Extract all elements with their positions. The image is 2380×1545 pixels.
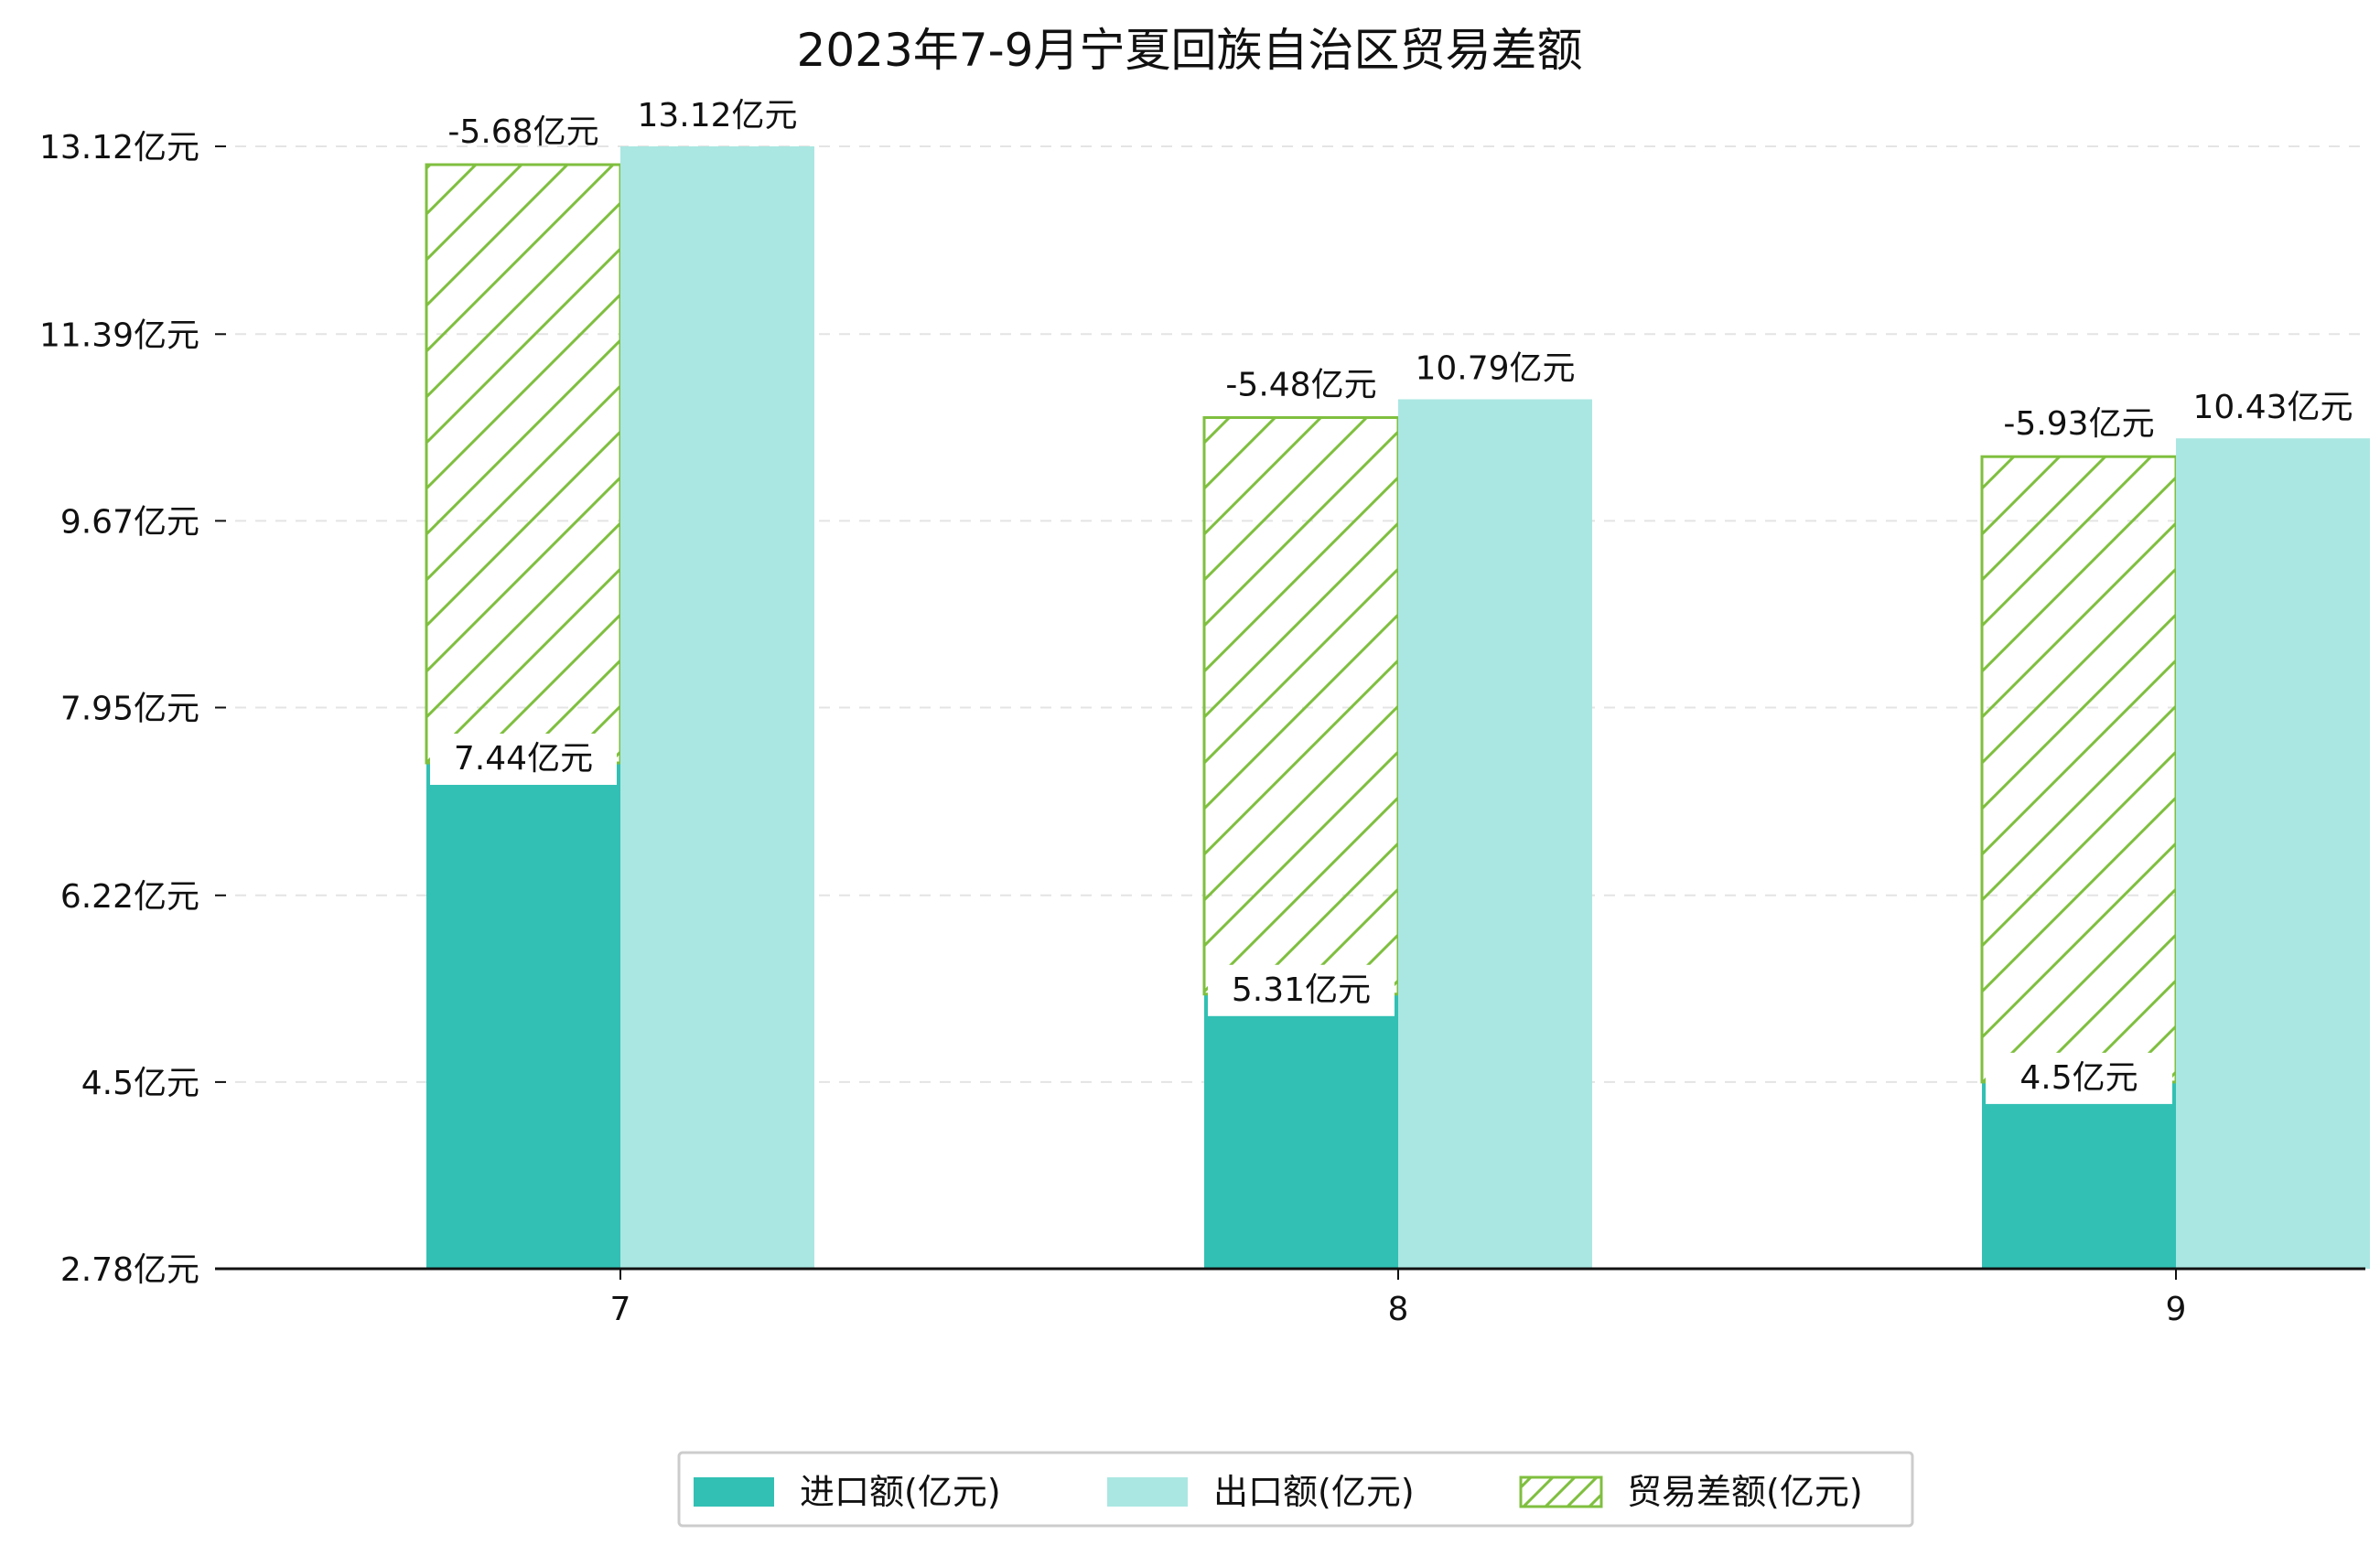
legend-label-balance: 贸易差额(亿元) — [1627, 1472, 1863, 1512]
import-value-label: 5.31亿元 — [1232, 971, 1371, 1009]
y-tick-label: 2.78亿元 — [60, 1251, 199, 1289]
export-bar — [620, 146, 814, 1269]
balance-value-label: -5.48亿元 — [1225, 366, 1376, 403]
legend-label-import: 进口额(亿元) — [800, 1472, 1001, 1512]
chart-title: 2023年7-9月宁夏回族自治区贸易差额 — [797, 24, 1583, 77]
legend-swatch-export — [1107, 1477, 1188, 1507]
x-tick-label: 8 — [1388, 1291, 1409, 1328]
y-tick-label: 4.5亿元 — [81, 1065, 199, 1102]
import-bar — [426, 763, 620, 1269]
y-tick-label: 11.39亿元 — [39, 317, 199, 354]
import-label-bg — [1208, 964, 1395, 1016]
x-tick-label: 9 — [2166, 1291, 2187, 1328]
legend: 进口额(亿元) 出口额(亿元) 贸易差额(亿元) — [677, 1451, 1914, 1528]
import-label-bg — [1986, 1052, 2172, 1104]
import-label-bg — [430, 734, 617, 786]
bars — [425, 146, 2370, 1270]
balance-value-label: -5.68亿元 — [447, 113, 598, 151]
balance-bar — [425, 163, 622, 765]
balance-bar — [1980, 455, 2178, 1084]
legend-box — [677, 1451, 1914, 1528]
legend-swatch-import — [694, 1477, 774, 1507]
import-value-label: 7.44亿元 — [454, 740, 593, 778]
export-bar — [1398, 399, 1592, 1269]
export-value-label: 10.79亿元 — [1415, 349, 1575, 387]
export-value-label: 10.43亿元 — [2192, 389, 2353, 426]
balance-value-label: -5.93亿元 — [2003, 405, 2154, 443]
import-bar — [1982, 1081, 2176, 1269]
y-tick-label: 9.67亿元 — [60, 503, 199, 541]
y-tick-label: 6.22亿元 — [60, 878, 199, 916]
x-axis: 7 8 9 — [215, 1267, 2365, 1328]
x-tick-label: 7 — [610, 1291, 631, 1328]
export-bar — [2176, 438, 2370, 1270]
y-axis: 2.78亿元 4.5亿元 6.22亿元 7.95亿元 9.67亿元 11.39亿元 13.1… — [39, 129, 226, 1289]
import-value-label: 4.5亿元 — [2019, 1059, 2138, 1097]
import-bar — [1204, 993, 1398, 1269]
export-value-label: 13.12亿元 — [637, 97, 797, 134]
balance-bar — [1202, 415, 1400, 996]
data-labels: 7.44亿元 -5.68亿元 13.12亿元 5.31亿元 -5.48亿元 10.79亿元… — [430, 97, 2353, 1104]
legend-swatch-balance — [1519, 1475, 1603, 1508]
legend-label-export: 出口额(亿元) — [1213, 1472, 1415, 1512]
y-tick-label: 13.12亿元 — [39, 129, 199, 166]
y-tick-label: 7.95亿元 — [60, 691, 199, 728]
